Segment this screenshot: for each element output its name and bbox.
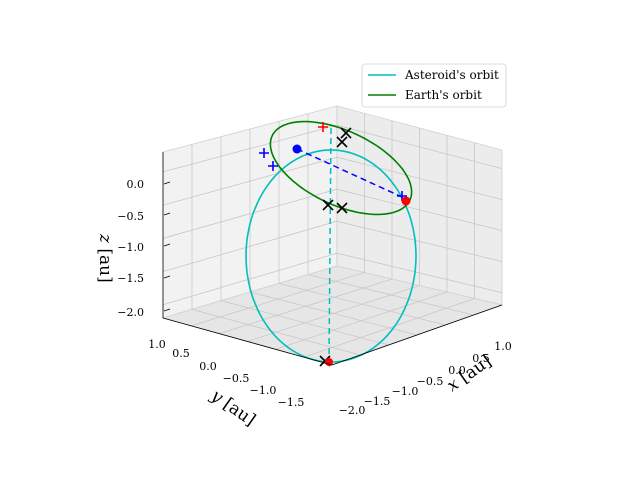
asteroid-projection-line: [328, 127, 332, 361]
grid-line: [275, 291, 448, 350]
asteroid-point: [401, 196, 411, 206]
y-tick-label: 1.0: [148, 338, 166, 351]
plus-marker: [318, 122, 328, 132]
x-axis-line: [331, 304, 503, 366]
x-axis-label: x [au]: [443, 351, 495, 396]
grid-line: [162, 124, 503, 173]
z-tick-mark: [163, 275, 171, 279]
plus-marker: [268, 161, 278, 171]
y-axis-line: [162, 317, 333, 366]
y-tick-label: −0.5: [223, 372, 250, 385]
z-tick-mark: [163, 181, 171, 185]
legend-box: [361, 63, 507, 108]
z-tick-label: −1.0: [117, 241, 144, 254]
x-tick-label: −1.0: [392, 385, 419, 398]
z-tick-mark: [163, 212, 171, 216]
x-tick-label: −0.5: [417, 375, 444, 388]
asteroid-orbit-line: [245, 149, 417, 363]
markers: [259, 122, 411, 367]
grid-line: [219, 278, 393, 335]
z-tick-label: 0.0: [127, 178, 145, 191]
orbit-lines: [245, 120, 417, 363]
plus-marker: [259, 148, 269, 158]
grid-line: [247, 285, 420, 342]
y-tick-label: −1.0: [250, 384, 277, 397]
y-tick-label: −1.5: [278, 396, 305, 409]
grid-line: [191, 272, 365, 327]
earth-point: [292, 144, 302, 154]
grid-line: [162, 156, 503, 206]
legend: Asteroid's orbit Earth's orbit: [361, 63, 507, 108]
x-marker: [340, 127, 352, 139]
y-tick-label: 0.0: [199, 360, 217, 373]
grid-line: [303, 298, 475, 358]
x-tick-label: 0.0: [448, 364, 466, 377]
x-tick-label: −2.0: [339, 404, 366, 417]
earth-orbit-line: [269, 120, 413, 216]
grid-line: [162, 220, 503, 272]
z-tick-label: −1.5: [117, 272, 144, 285]
x-tick-label: −1.5: [364, 395, 391, 408]
y-tick-label: 0.5: [172, 347, 190, 360]
z-tick-label: −0.5: [117, 210, 144, 223]
legend-label-asteroid: Asteroid's orbit: [404, 68, 499, 82]
z-tick-mark: [163, 243, 171, 247]
x-tick-label: 0.5: [472, 352, 490, 365]
tick-labels: −2.0−1.5−1.0−0.50.00.51.01.00.50.0−0.5−1…: [117, 152, 512, 417]
z-tick-mark: [163, 308, 171, 312]
z-tick-label: −2.0: [117, 306, 144, 319]
grid-line: [162, 252, 503, 306]
legend-label-earth: Earth's orbit: [405, 88, 482, 102]
grid-lines: [162, 113, 503, 358]
x-tick-label: 1.0: [494, 340, 512, 353]
x-marker: [336, 136, 348, 148]
z-axis-label: z [au]: [95, 233, 115, 283]
x-marker: [322, 199, 334, 211]
grid-line: [162, 188, 503, 239]
x-marker: [336, 202, 348, 214]
